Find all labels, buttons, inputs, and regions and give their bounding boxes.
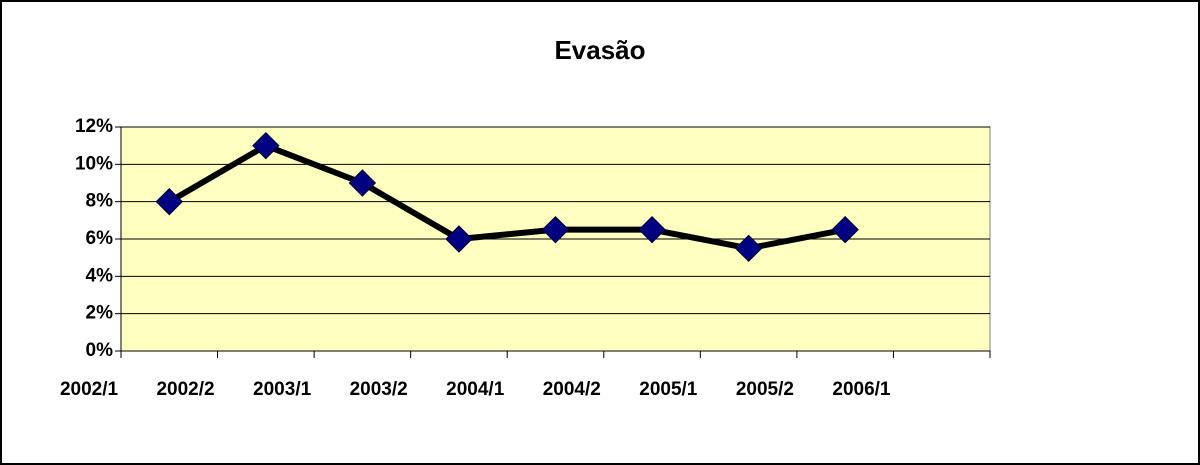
- x-tick-label: 2004/2: [543, 379, 601, 400]
- x-tick-label: 2006/1: [832, 379, 891, 400]
- y-tick-label: 0%: [86, 340, 114, 361]
- y-tick-label: 10%: [75, 153, 113, 174]
- x-tick-label: 2005/2: [736, 379, 794, 400]
- chart-title: Evasão: [554, 35, 645, 65]
- marker: [734, 234, 763, 263]
- marker: [155, 187, 183, 216]
- x-tick-label: 2004/1: [446, 379, 505, 400]
- y-tick-label: 6%: [86, 228, 114, 249]
- y-tick-label: 12%: [75, 116, 113, 137]
- marker: [348, 169, 377, 197]
- marker: [638, 215, 666, 244]
- line: [167, 142, 846, 252]
- marker: [831, 215, 859, 244]
- x-tick-label: 2002/2: [156, 379, 214, 400]
- marker: [252, 131, 280, 160]
- x-tick-label: 2002/1: [60, 379, 119, 400]
- y-tick-label: 4%: [86, 265, 114, 286]
- x-tick-label: 2003/2: [350, 379, 408, 400]
- marker: [541, 215, 570, 244]
- y-tick-label: 8%: [86, 191, 114, 212]
- x-tick-label: 2003/1: [253, 379, 312, 400]
- marker: [445, 225, 473, 253]
- x-tick-label: 2005/1: [639, 379, 698, 400]
- y-tick-label: 2%: [86, 303, 114, 324]
